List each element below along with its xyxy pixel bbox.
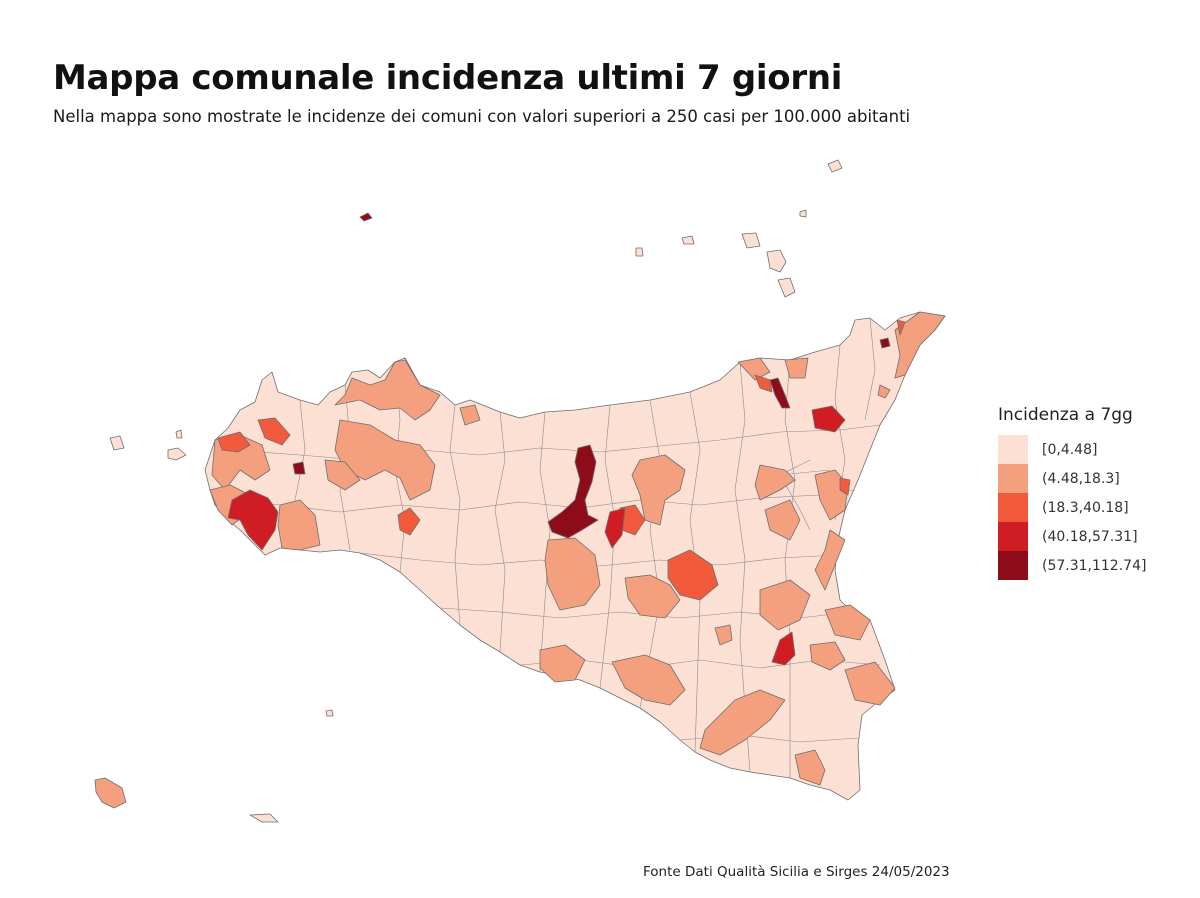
map-legend: Incidenza a 7gg [0,4.48] (4.48,18.3] (18… xyxy=(998,405,1146,580)
legend-item: (18.3,40.18] xyxy=(998,493,1146,522)
legend-label: (57.31,112.74] xyxy=(1042,557,1147,574)
class-4-areas xyxy=(292,337,891,539)
legend-swatch xyxy=(998,551,1028,580)
minor-islands xyxy=(94,159,843,823)
legend-swatch xyxy=(998,435,1028,464)
map-subtitle: Nella mappa sono mostrate le incidenze d… xyxy=(53,107,911,126)
legend-item: (4.48,18.3] xyxy=(998,464,1146,493)
legend-title: Incidenza a 7gg xyxy=(998,405,1133,425)
legend-swatch xyxy=(998,464,1028,493)
class-2-areas xyxy=(217,319,906,601)
legend-swatch xyxy=(998,493,1028,522)
legend-label: (40.18,57.31] xyxy=(1042,528,1138,545)
data-source-caption: Fonte Dati Qualità Sicilia e Sirges 24/0… xyxy=(643,864,950,880)
legend-label: (18.3,40.18] xyxy=(1042,499,1129,516)
legend-item: (57.31,112.74] xyxy=(998,551,1146,580)
legend-item: (40.18,57.31] xyxy=(998,522,1146,551)
legend-label: [0,4.48] xyxy=(1042,441,1098,458)
legend-label: (4.48,18.3] xyxy=(1042,470,1120,487)
class-3-areas xyxy=(227,405,846,666)
legend-swatch xyxy=(998,522,1028,551)
legend-item: [0,4.48] xyxy=(998,435,1146,464)
map-title: Mappa comunale incidenza ultimi 7 giorni xyxy=(53,58,843,98)
